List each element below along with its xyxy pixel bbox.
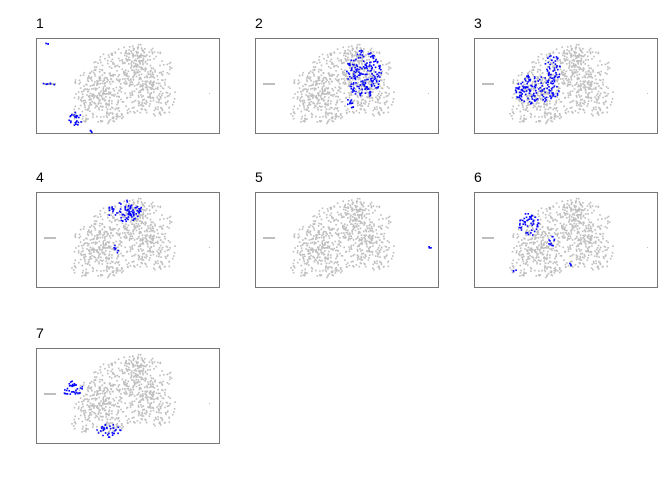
panel — [474, 192, 658, 288]
highlighted-cells — [63, 380, 122, 438]
panel-title: 1 — [36, 15, 44, 31]
panel-title: 6 — [474, 169, 482, 185]
background-cells — [482, 197, 648, 279]
background-cells — [482, 43, 648, 125]
highlighted-cells — [514, 55, 561, 105]
panel-frame — [474, 192, 658, 288]
panel-frame — [36, 38, 220, 134]
background-cells — [44, 43, 210, 125]
background-cells — [263, 43, 429, 125]
panel-title: 5 — [255, 169, 263, 185]
background-cells — [44, 353, 210, 435]
background-cells — [44, 197, 210, 279]
panel — [474, 38, 658, 134]
panel-title: 3 — [474, 15, 482, 31]
background-cells — [263, 197, 429, 279]
panel — [36, 348, 220, 444]
panel — [255, 38, 439, 134]
panel-frame — [36, 192, 220, 288]
panel-frame — [36, 348, 220, 444]
panel-title: 2 — [255, 15, 263, 31]
panel-title: 7 — [36, 325, 44, 341]
panel — [36, 192, 220, 288]
panel-frame — [474, 38, 658, 134]
highlighted-cells — [108, 199, 142, 254]
highlighted-cells — [428, 246, 432, 249]
panel-title: 4 — [36, 169, 44, 185]
highlighted-cells — [346, 49, 383, 109]
panel-frame — [255, 38, 439, 134]
panel — [255, 192, 439, 288]
panel-frame — [255, 192, 439, 288]
panel — [36, 38, 220, 134]
